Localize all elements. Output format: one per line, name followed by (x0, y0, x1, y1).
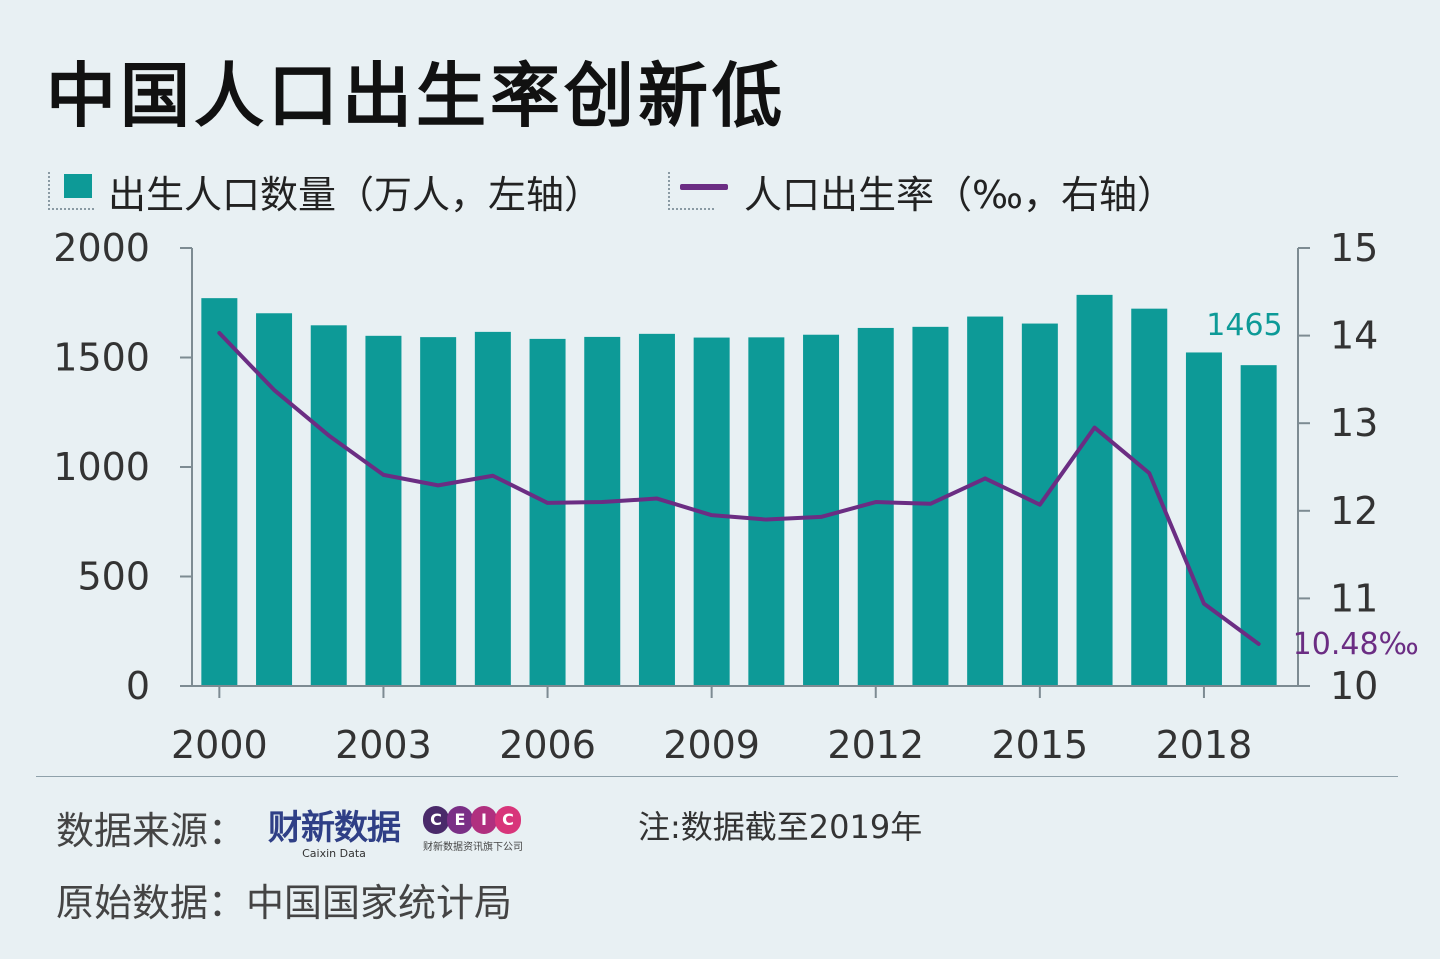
source-label: 数据来源： (56, 809, 247, 853)
x-tick-label: 2003 (335, 723, 432, 767)
legend-line-swatch (680, 184, 728, 190)
bar (638, 333, 675, 686)
caixin-logo-en: Caixin Data (302, 847, 366, 860)
birth-chart: 0 500 1000 1500 2000 10 11 12 13 14 15 2000 2003 2006… (53, 226, 1419, 767)
bar (967, 316, 1004, 686)
x-tick-label: 2012 (827, 723, 924, 767)
bar (420, 337, 457, 686)
last-bar-annotation: 1465 (1206, 308, 1282, 343)
bar (1185, 352, 1222, 686)
bar (803, 334, 840, 686)
right-tick-label: 10 (1330, 664, 1378, 708)
caixin-logo-cn: 财新数据 (268, 808, 401, 848)
x-tick-label: 2000 (171, 723, 268, 767)
left-tick-label: 1000 (53, 445, 150, 489)
left-tick-label: 0 (126, 664, 150, 708)
bar (912, 326, 949, 686)
bar (1131, 308, 1168, 686)
birth-rate-line (217, 330, 1261, 646)
bar (256, 313, 293, 686)
bar (201, 298, 238, 686)
bar (1240, 365, 1277, 686)
chart-title: 中国人口出生率创新低 (46, 55, 786, 137)
ceic-logo-sub: 财新数据资讯旗下公司 (423, 842, 523, 853)
bar (310, 325, 347, 686)
legend-rate: 人口出生率（‰，右轴） (668, 168, 1175, 217)
footer-divider (36, 776, 1398, 777)
bar (474, 331, 511, 686)
legend-frame (48, 172, 94, 210)
legend-births: 出生人口数量（万人，左轴） (48, 168, 602, 217)
legend-rate-label: 人口出生率（‰，右轴） (744, 172, 1175, 217)
legend-frame (668, 172, 714, 210)
ceic-letter: E (447, 806, 473, 834)
data-note: 注:数据截至2019年 (638, 808, 923, 846)
x-tick-label: 2009 (663, 723, 760, 767)
x-tick-label: 2006 (499, 723, 596, 767)
last-rate-annotation: 10.48‰ (1293, 627, 1419, 662)
right-tick-label: 14 (1330, 314, 1378, 358)
right-tick-label: 12 (1330, 489, 1378, 533)
caixin-data-logo: 财新数据 Caixin Data (264, 800, 404, 860)
x-tick-label: 2015 (991, 723, 1088, 767)
origin-source: 原始数据：中国国家统计局 (56, 881, 513, 925)
left-tick-label: 2000 (53, 226, 150, 270)
bar (365, 335, 402, 686)
left-tick-label: 500 (77, 555, 150, 599)
right-tick-label: 11 (1330, 576, 1378, 620)
left-tick-label: 1500 (53, 336, 150, 380)
bar (1076, 294, 1113, 686)
legend-bar-swatch (64, 174, 92, 198)
right-tick-label: 13 (1330, 401, 1378, 445)
bar (748, 337, 785, 686)
ceic-letter: C (495, 806, 521, 834)
right-tick-label: 15 (1330, 226, 1378, 270)
bar (584, 336, 621, 686)
ceic-letter: C (423, 806, 449, 834)
legend-births-label: 出生人口数量（万人，左轴） (108, 172, 603, 217)
x-tick-label: 2018 (1156, 723, 1253, 767)
bar (529, 338, 566, 686)
ceic-letter: I (471, 806, 497, 834)
